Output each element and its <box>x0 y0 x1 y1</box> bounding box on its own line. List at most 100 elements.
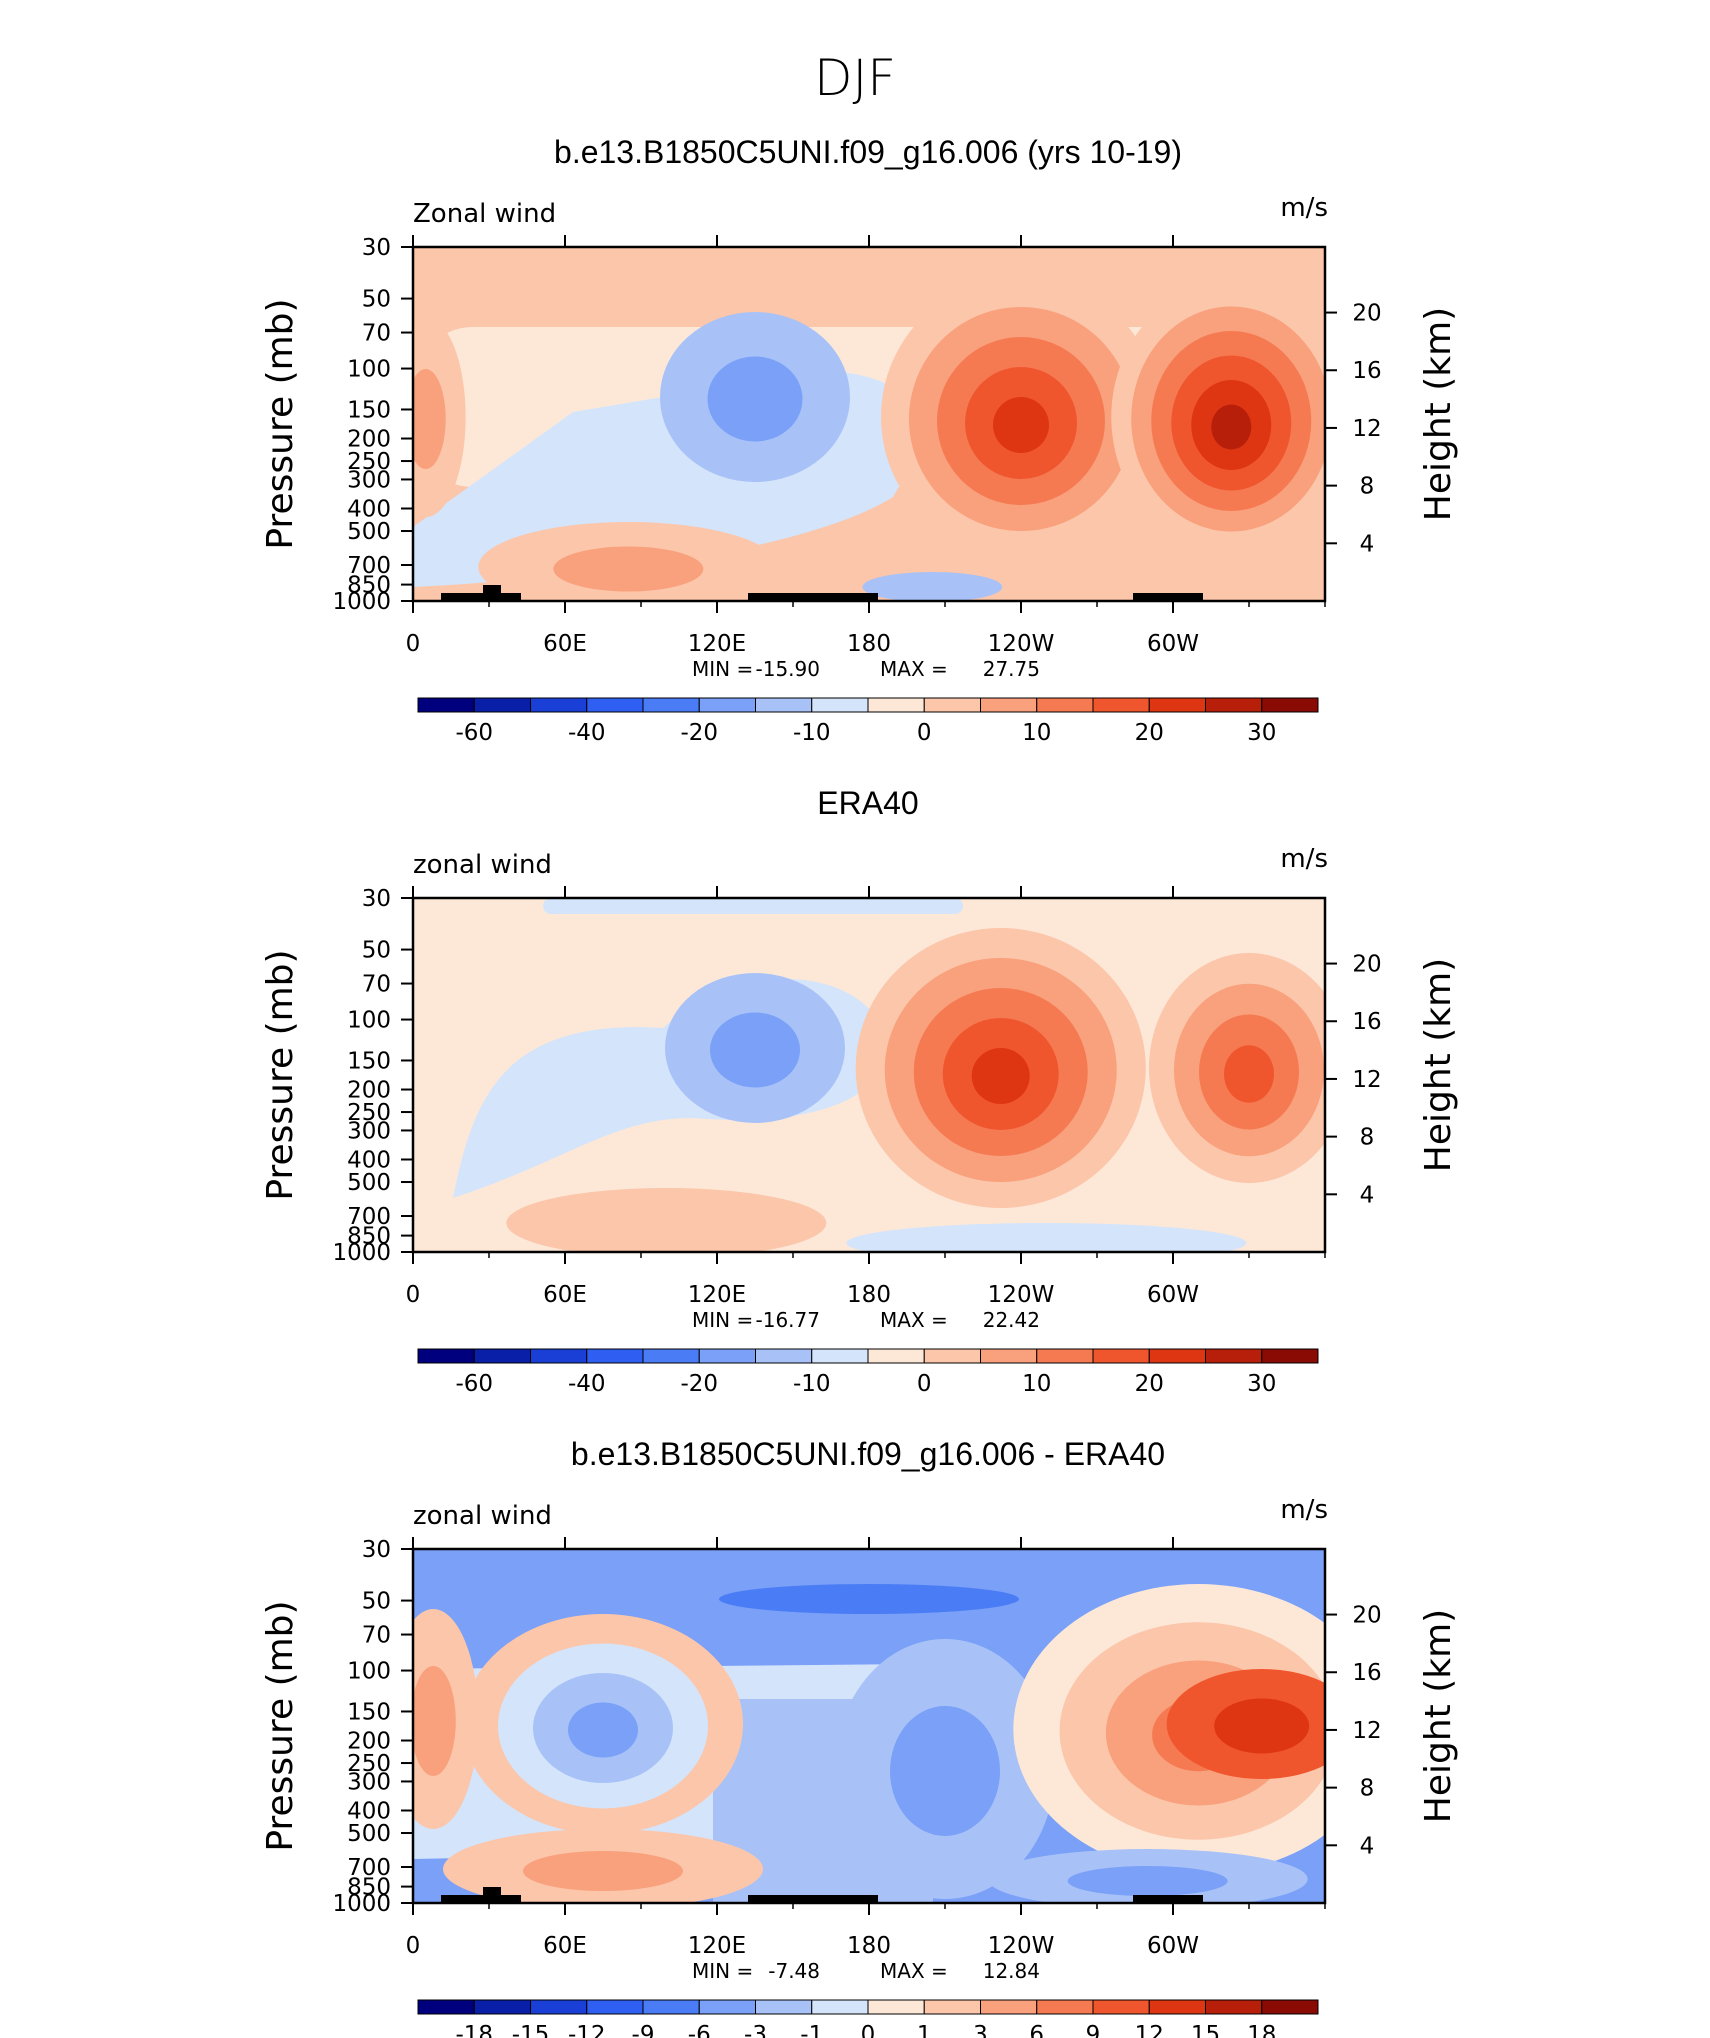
height-axis-label: Height (km) <box>1418 1609 1459 1823</box>
max-label: MAX = <box>880 1308 948 1332</box>
pressure-tick-label: 1000 <box>332 1240 391 1266</box>
colorbar-label: -9 <box>632 2022 655 2038</box>
height-tick-label: 16 <box>1352 1660 1381 1686</box>
field-label: zonal wind <box>413 850 552 880</box>
lon-tick-label: 180 <box>847 1933 891 1959</box>
colorbar-segment <box>698 1999 756 2015</box>
min-label: MIN = <box>692 1308 753 1332</box>
pressure-tick-label: 500 <box>347 1821 391 1847</box>
pressure-tick-label: 700 <box>347 1204 391 1230</box>
topography <box>1133 1895 1203 1903</box>
field-label: Zonal wind <box>413 199 556 229</box>
topography <box>748 1895 878 1903</box>
topography <box>441 593 521 601</box>
colorbar-segment <box>530 1348 588 1364</box>
neg-core-1 <box>710 1012 800 1088</box>
low-level-pos-1 <box>553 546 704 592</box>
colorbar-label: -10 <box>793 720 831 746</box>
low-neg-0 <box>862 572 1003 601</box>
pressure-tick-label: 200 <box>347 1078 391 1104</box>
colorbar-segment <box>642 1348 700 1364</box>
figure-title: DJF <box>814 49 896 107</box>
pressure-tick-label: 300 <box>347 467 391 493</box>
height-tick-label: 20 <box>1352 952 1381 978</box>
colorbar-segment <box>642 1999 700 2015</box>
pressure-tick-label: 400 <box>347 1798 391 1824</box>
colorbar-segment <box>980 697 1038 713</box>
colorbar-segment <box>923 1348 981 1364</box>
pressure-tick-label: 70 <box>362 972 391 998</box>
pressure-tick-label: 250 <box>347 1751 391 1777</box>
pressure-tick-label: 30 <box>362 1537 391 1563</box>
pressure-tick-label: 100 <box>347 1008 391 1034</box>
lon-tick-label: 120E <box>688 1282 746 1308</box>
jet-core-a-4 <box>971 1048 1030 1104</box>
colorbar-segment <box>473 1999 531 2015</box>
height-tick-label: 4 <box>1360 531 1375 557</box>
colorbar-segment <box>923 697 981 713</box>
colorbar-segment <box>1036 1348 1094 1364</box>
pressure-tick-label: 50 <box>362 1589 391 1615</box>
height-tick-label: 16 <box>1352 1009 1381 1035</box>
edge-pos-1 <box>413 1666 456 1776</box>
height-tick-label: 4 <box>1360 1182 1375 1208</box>
colorbar-label: 9 <box>1086 2022 1101 2038</box>
colorbar-label: 20 <box>1135 1371 1164 1397</box>
colorbar-label: -20 <box>680 720 718 746</box>
left-mixed-3 <box>568 1702 638 1758</box>
pos-core-1 <box>1214 1698 1310 1754</box>
colorbar-segment <box>1261 1348 1319 1364</box>
pressure-tick-label: 100 <box>347 357 391 383</box>
colorbar-segment <box>1092 1999 1150 2015</box>
colorbar-label: 30 <box>1247 720 1276 746</box>
pressure-tick-label: 1000 <box>332 1891 391 1917</box>
pressure-tick-label: 400 <box>347 496 391 522</box>
unit-label: m/s <box>1280 193 1328 223</box>
height-tick-label: 20 <box>1352 1603 1381 1629</box>
colorbar-label: -15 <box>512 2022 550 2038</box>
colorbar-segment <box>1148 1348 1206 1364</box>
pressure-tick-label: 150 <box>347 1048 391 1074</box>
colorbar-segment <box>811 1999 869 2015</box>
colorbar-segment <box>1036 697 1094 713</box>
colorbar-segment <box>1092 1348 1150 1364</box>
colorbar-segment <box>473 697 531 713</box>
colorbar-label: -6 <box>688 2022 711 2038</box>
max-label: MAX = <box>880 1959 948 1983</box>
min-value: -7.48 <box>768 1959 820 1983</box>
colorbar-segment <box>923 1999 981 2015</box>
colorbar-label: -40 <box>568 720 606 746</box>
pressure-tick-label: 850 <box>347 1875 391 1901</box>
colorbar-label: 30 <box>1247 1371 1276 1397</box>
height-tick-label: 12 <box>1352 416 1381 442</box>
upper-neg-core-0 <box>719 1584 1019 1614</box>
colorbar-segment <box>1148 1999 1206 2015</box>
min-label: MIN = <box>692 657 753 681</box>
pressure-tick-label: 200 <box>347 427 391 453</box>
pressure-axis-label: Pressure (mb) <box>260 298 301 549</box>
pressure-axis-label: Pressure (mb) <box>260 1600 301 1851</box>
colorbar-segment <box>1205 1999 1263 2015</box>
jet-core-a-4 <box>993 397 1049 453</box>
low-level-pos-1 <box>523 1851 683 1891</box>
colorbar-segment <box>417 697 475 713</box>
colorbar-segment <box>755 1348 813 1364</box>
pressure-tick-label: 50 <box>362 938 391 964</box>
lon-tick-label: 120W <box>988 1933 1055 1959</box>
panel-title: ERA40 <box>817 785 918 821</box>
colorbar-segment <box>811 697 869 713</box>
colorbar-label: 12 <box>1135 2022 1164 2038</box>
plot-area <box>413 898 1325 1252</box>
colorbar-segment <box>530 697 588 713</box>
unit-label: m/s <box>1280 844 1328 874</box>
panel-title: b.e13.B1850C5UNI.f09_g16.006 (yrs 10-19) <box>554 134 1182 170</box>
colorbar-segment <box>811 1348 869 1364</box>
colorbar-segment <box>980 1999 1038 2015</box>
height-axis-label: Height (km) <box>1418 958 1459 1172</box>
lon-tick-label: 120E <box>688 1933 746 1959</box>
colorbar-label: 0 <box>861 2022 876 2038</box>
pressure-tick-label: 300 <box>347 1769 391 1795</box>
colorbar-segment <box>417 1348 475 1364</box>
colorbar-segment <box>642 697 700 713</box>
min-value: -16.77 <box>756 1308 820 1332</box>
